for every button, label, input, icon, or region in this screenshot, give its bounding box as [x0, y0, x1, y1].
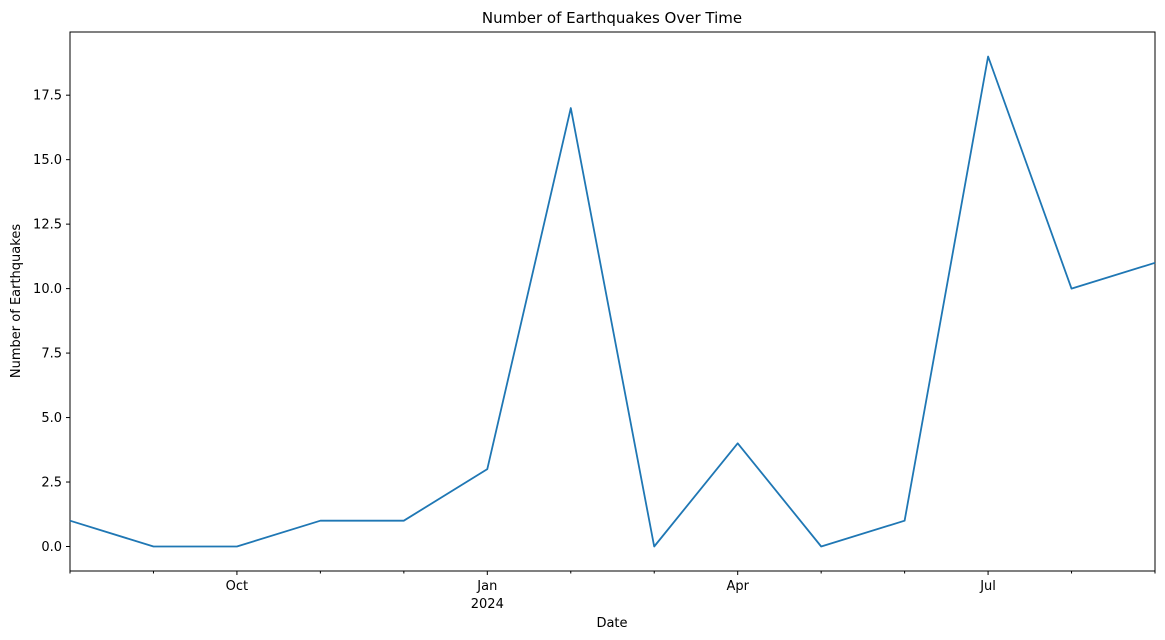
y-tick-label: 17.5	[33, 89, 62, 104]
x-axis: Oct Jan 2024 Apr Jul	[69, 571, 1156, 612]
y-tick-label: 15.0	[33, 153, 62, 168]
x-tick-label: Oct	[226, 579, 248, 594]
series-line	[69, 55, 1156, 548]
y-axis: 0.0 2.5 5.0 7.5 10.0 12.5 15.0 17.5	[33, 89, 70, 555]
x-tick-label: Jul	[979, 579, 996, 594]
y-tick-label: 2.5	[41, 476, 62, 491]
y-tick-label: 5.0	[41, 411, 62, 426]
plot-frame	[69, 31, 1156, 572]
y-axis-title: Number of Earthquakes	[9, 224, 24, 378]
x-tick-label: Apr	[726, 579, 749, 594]
y-tick-label: 12.5	[33, 218, 62, 233]
x-tick-sublabel: 2024	[471, 597, 504, 612]
y-tick-label: 0.0	[41, 540, 62, 555]
y-tick-label: 10.0	[33, 282, 62, 297]
x-axis-title: Date	[596, 616, 627, 631]
chart-title: Number of Earthquakes Over Time	[482, 9, 742, 27]
x-tick-label: Jan	[476, 579, 497, 594]
y-tick-label: 7.5	[41, 347, 62, 362]
